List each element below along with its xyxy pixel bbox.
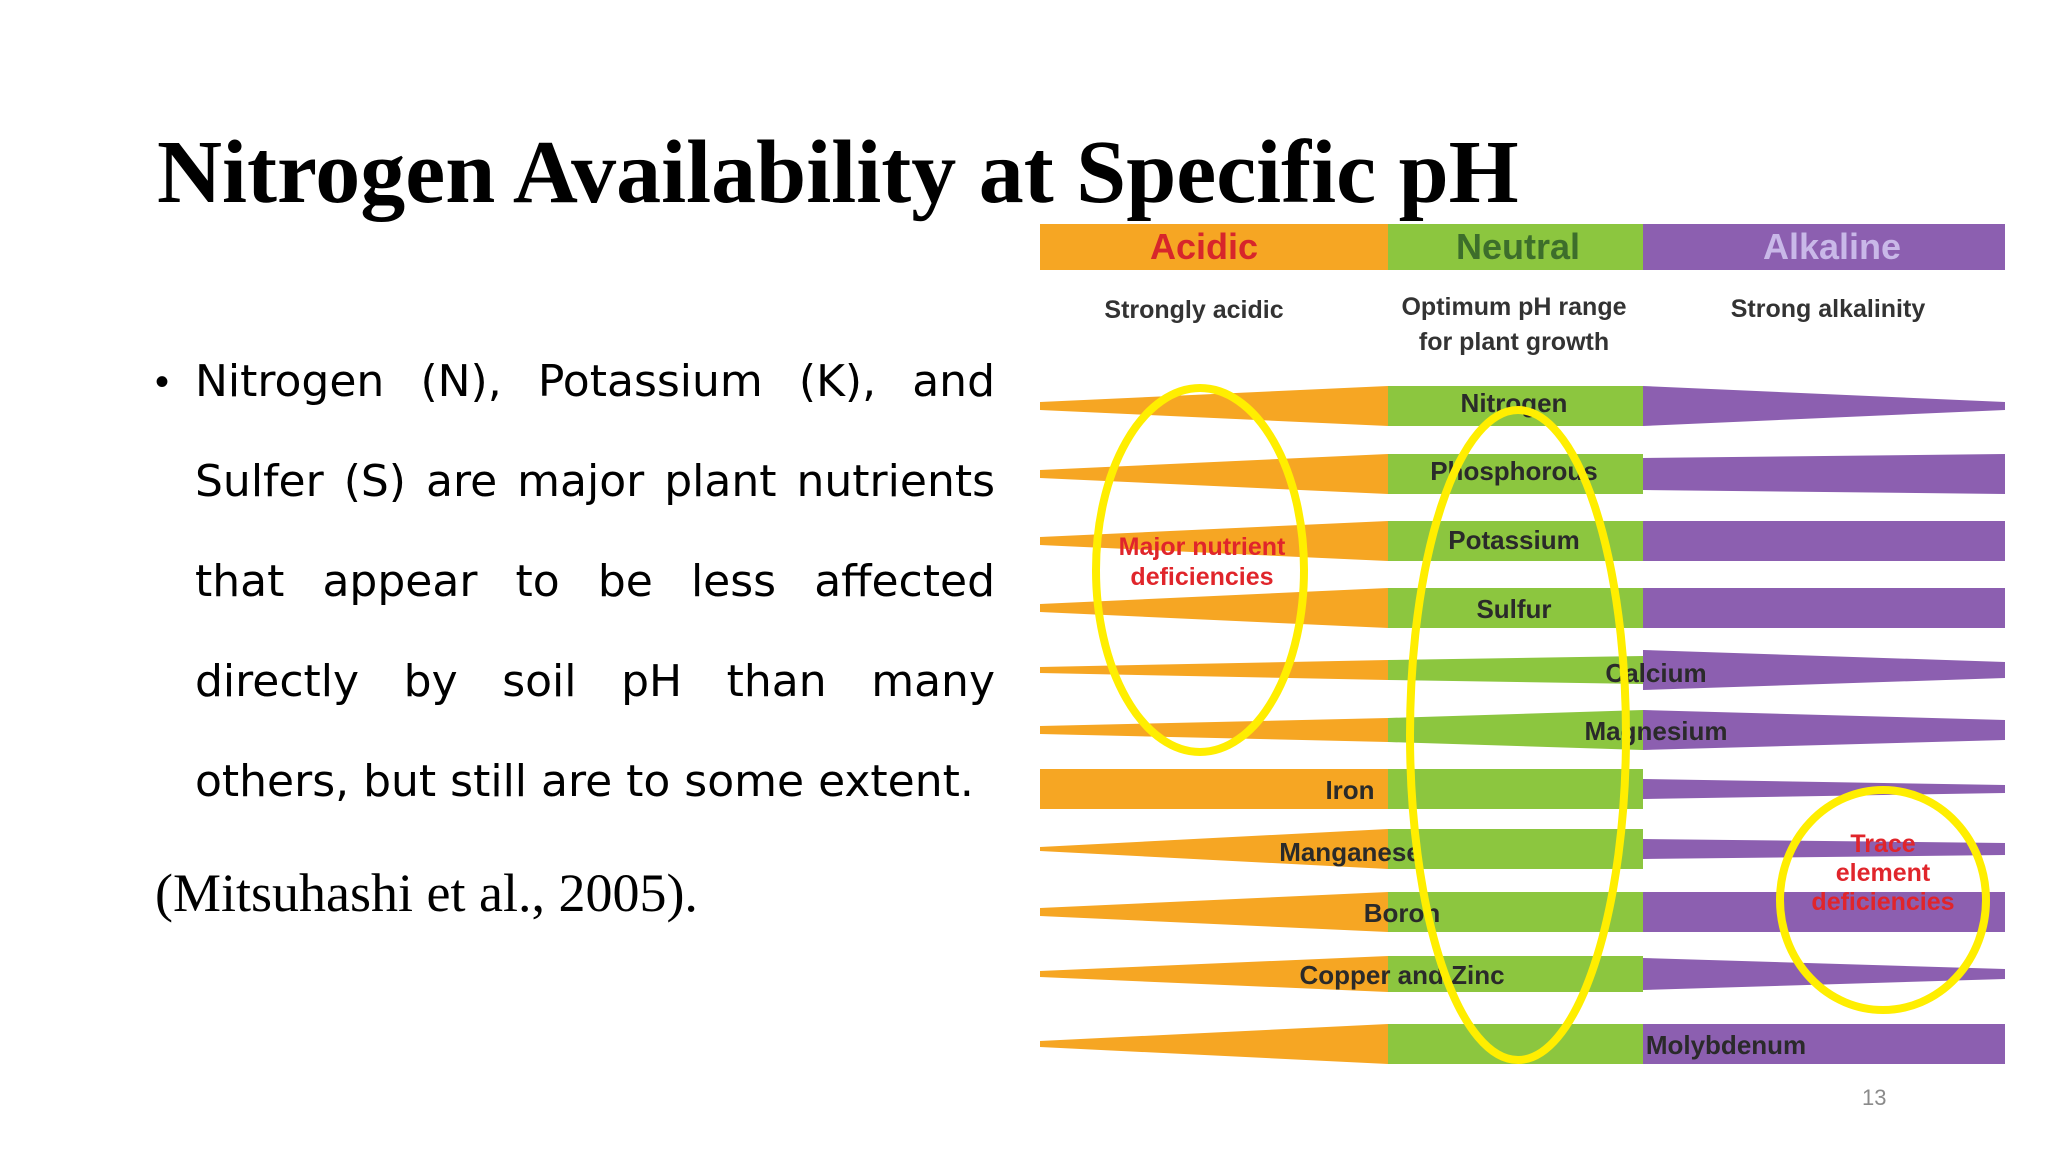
nutrient-band-segment bbox=[1643, 650, 2005, 690]
major-deficiency-highlight bbox=[1092, 384, 1308, 756]
nutrient-band-segment bbox=[1643, 958, 2005, 990]
nutrient-band-segment bbox=[1040, 386, 1388, 426]
ph-availability-diagram: Acidic Neutral Alkaline Strongly acidic … bbox=[1040, 224, 2005, 1064]
nutrient-band-segment bbox=[1040, 769, 1388, 809]
nutrient-band-segment bbox=[1643, 779, 2005, 799]
trace-deficiency-label-line1: Trace bbox=[1850, 830, 1915, 858]
major-deficiency-label-line1: Major nutrient bbox=[1119, 533, 1286, 561]
acidic-header-bar bbox=[1040, 224, 1388, 270]
strongly-acidic-label: Strongly acidic bbox=[1104, 296, 1283, 324]
nutrient-band-segment bbox=[1388, 656, 1643, 684]
nutrient-band-segment bbox=[1388, 769, 1643, 809]
nutrient-band-segment bbox=[1388, 829, 1643, 869]
nutrient-band-segment bbox=[1643, 839, 2005, 859]
nutrient-band-segment bbox=[1040, 660, 1388, 680]
neutral-label: Neutral bbox=[1456, 226, 1580, 267]
trace-deficiency-label-line2: element bbox=[1836, 859, 1931, 887]
nutrient-label-sulfur: Sulfur bbox=[1476, 594, 1551, 624]
nutrient-band-segment bbox=[1040, 892, 1388, 932]
nutrient-band-segment bbox=[1388, 1024, 1643, 1064]
plant-growth-label: for plant growth bbox=[1419, 328, 1609, 356]
nutrient-label-manganese: Manganese bbox=[1279, 837, 1421, 867]
nutrient-band-segment bbox=[1388, 521, 1643, 561]
strong-alkalinity-label: Strong alkalinity bbox=[1731, 295, 1926, 323]
nutrient-band-segment bbox=[1643, 710, 2005, 750]
nutrient-label-copper-zinc: Copper and Zinc bbox=[1299, 960, 1504, 990]
nutrient-band-segment bbox=[1040, 829, 1388, 869]
nutrient-band-segment bbox=[1040, 1024, 1388, 1064]
nutrient-band-segment bbox=[1643, 454, 2005, 494]
acidic-label: Acidic bbox=[1150, 226, 1258, 267]
neutral-header-bar bbox=[1388, 224, 1643, 270]
nutrient-band-segment bbox=[1040, 588, 1388, 628]
trace-deficiency-highlight bbox=[1776, 786, 1990, 1014]
nutrient-band-segment bbox=[1643, 521, 2005, 561]
nutrient-band-segment bbox=[1040, 718, 1388, 742]
page-number: 13 bbox=[1862, 1085, 1887, 1110]
nutrient-band-segment bbox=[1040, 956, 1388, 992]
nutrient-band-segment bbox=[1643, 892, 2005, 932]
bullet-marker: • bbox=[155, 360, 170, 404]
bullet-text: Nitrogen (N), Potassium (K), and Sulfer … bbox=[195, 356, 995, 807]
nutrient-band-segment bbox=[1388, 710, 1643, 750]
nutrient-bands bbox=[1040, 386, 2005, 1064]
optimum-range-highlight bbox=[1406, 406, 1630, 1064]
nutrient-label-magnesium: Magnesium bbox=[1584, 716, 1727, 746]
nutrient-label-iron: Iron bbox=[1325, 775, 1374, 805]
citation: (Mitsuhashi et al., 2005). bbox=[155, 863, 698, 923]
alkaline-label: Alkaline bbox=[1763, 226, 1901, 267]
nutrient-band-segment bbox=[1040, 454, 1388, 494]
alkaline-header-bar bbox=[1643, 224, 2005, 270]
nutrient-band-segment bbox=[1388, 588, 1643, 628]
optimum-range-label: Optimum pH range bbox=[1401, 293, 1626, 321]
nutrient-band-segment bbox=[1643, 386, 2005, 426]
nutrient-band-segment bbox=[1643, 1024, 2005, 1064]
trace-deficiency-label-line3: deficiencies bbox=[1811, 888, 1954, 916]
bullet-list: • Nitrogen (N), Potassium (K), and Sulfe… bbox=[155, 332, 995, 832]
nutrient-band-segment bbox=[1388, 386, 1643, 426]
nutrient-band-segment bbox=[1643, 588, 2005, 628]
slide-title: Nitrogen Availability at Specific pH bbox=[157, 123, 1519, 222]
nutrient-band-segment bbox=[1388, 892, 1643, 932]
nutrient-label-molybdenum: Molybdenum bbox=[1646, 1030, 1806, 1060]
nutrient-label-potassium: Potassium bbox=[1448, 525, 1580, 555]
major-deficiency-label-line2: deficiencies bbox=[1130, 563, 1273, 591]
